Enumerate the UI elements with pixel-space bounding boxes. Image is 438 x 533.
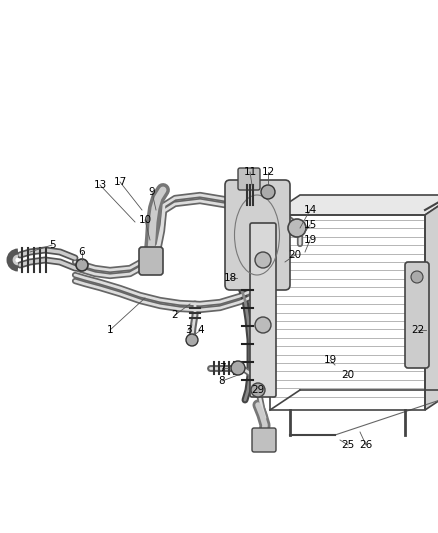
Text: 25: 25 <box>341 440 355 450</box>
Text: 19: 19 <box>323 355 337 365</box>
Circle shape <box>255 317 271 333</box>
Text: 4: 4 <box>198 325 204 335</box>
Text: 11: 11 <box>244 167 257 177</box>
FancyBboxPatch shape <box>252 428 276 452</box>
Text: 19: 19 <box>304 235 317 245</box>
FancyBboxPatch shape <box>250 223 276 397</box>
Circle shape <box>251 383 265 397</box>
Circle shape <box>261 185 275 199</box>
Text: 15: 15 <box>304 220 317 230</box>
Text: 2: 2 <box>172 310 178 320</box>
Text: 13: 13 <box>93 180 106 190</box>
Circle shape <box>411 271 423 283</box>
Text: 6: 6 <box>79 247 85 257</box>
FancyBboxPatch shape <box>238 168 260 190</box>
Circle shape <box>288 219 306 237</box>
FancyBboxPatch shape <box>405 262 429 368</box>
Text: 20: 20 <box>289 250 301 260</box>
Text: 22: 22 <box>411 325 424 335</box>
Text: 18: 18 <box>223 273 237 283</box>
Text: 3: 3 <box>185 325 191 335</box>
Text: 20: 20 <box>342 370 355 380</box>
Text: 1: 1 <box>107 325 113 335</box>
FancyBboxPatch shape <box>139 247 163 275</box>
Text: 7: 7 <box>219 363 225 373</box>
Text: 9: 9 <box>148 187 155 197</box>
Circle shape <box>231 361 245 375</box>
FancyBboxPatch shape <box>225 180 290 290</box>
Text: 8: 8 <box>219 376 225 386</box>
Text: 29: 29 <box>251 385 265 395</box>
Circle shape <box>255 252 271 268</box>
Text: 14: 14 <box>304 205 317 215</box>
Polygon shape <box>425 195 438 410</box>
Text: 17: 17 <box>113 177 127 187</box>
Circle shape <box>76 259 88 271</box>
Polygon shape <box>270 195 438 215</box>
Circle shape <box>186 334 198 346</box>
Text: 5: 5 <box>49 240 55 250</box>
Text: 26: 26 <box>359 440 373 450</box>
Text: 10: 10 <box>138 215 152 225</box>
Text: 12: 12 <box>261 167 275 177</box>
